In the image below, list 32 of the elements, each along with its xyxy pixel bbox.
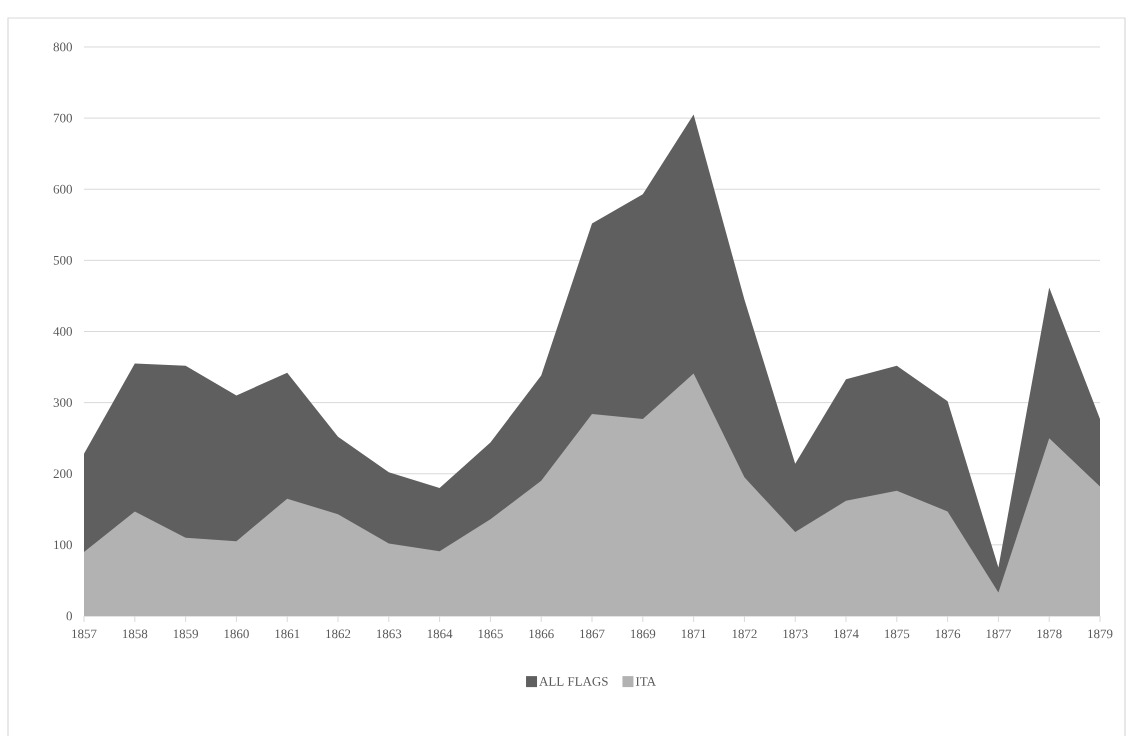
legend-label: ITA (635, 677, 656, 686)
y-tick-label: 800 (53, 42, 72, 52)
x-tick-label: 1875 (885, 629, 910, 639)
x-tick-label: 1857 (72, 629, 97, 639)
y-tick-label: 200 (53, 469, 72, 479)
x-tick-label: 1872 (732, 629, 757, 639)
x-tick-label: 1874 (834, 629, 859, 639)
y-tick-label: 700 (53, 113, 72, 123)
x-tick-label: 1860 (224, 629, 249, 639)
y-tick-label: 400 (53, 327, 72, 336)
x-tick-label: 1859 (173, 629, 199, 639)
x-tick-label: 1863 (377, 629, 402, 639)
x-tick-label: 1864 (427, 629, 453, 639)
y-tick-label: 500 (53, 255, 72, 265)
x-tick-label: 1871 (681, 629, 706, 639)
x-tick-label: 1867 (580, 629, 605, 639)
x-tick-label: 1861 (275, 629, 300, 639)
legend-label: ALL FLAGS (539, 677, 608, 686)
y-tick-label: 600 (53, 184, 72, 194)
y-tick-label: 100 (54, 540, 72, 550)
x-tick-label: 1866 (529, 629, 554, 639)
x-tick-label: 1873 (783, 629, 808, 639)
x-tick-label: 1869 (631, 629, 656, 639)
x-tick-label: 1858 (123, 629, 148, 639)
x-tick-label: 1879 (1088, 629, 1113, 639)
x-tick-label: 1862 (326, 629, 351, 639)
x-tick-label: 1876 (935, 629, 961, 639)
x-tick-label: 1878 (1037, 629, 1062, 639)
x-tick-label: 1877 (986, 629, 1011, 639)
y-tick-label: 300 (53, 398, 72, 407)
x-tick-label: 1865 (478, 629, 503, 639)
y-tick-label: 0 (66, 611, 72, 621)
